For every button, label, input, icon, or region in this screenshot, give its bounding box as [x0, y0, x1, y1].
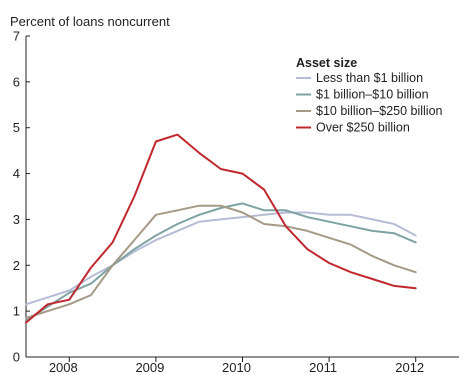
y-axis-label: Percent of loans noncurrent — [10, 14, 170, 29]
legend: Asset size Less than $1 billion $1 billio… — [296, 56, 443, 135]
y-axis-label-group: Percent of loans noncurrent — [10, 14, 170, 29]
legend-label-over-250-billion: Over $250 billion — [316, 121, 410, 135]
series-layer — [25, 133, 417, 324]
legend-label-1-billion-10-billion: $1 billion–$10 billion — [316, 88, 429, 102]
x-tick-label: 2008 — [49, 360, 78, 375]
y-tick-label: 5 — [13, 120, 20, 135]
series-line-1-billion-10-billion — [25, 202, 417, 322]
x-tick-label: 2012 — [395, 360, 424, 375]
series-line-10-billion-250-billion — [25, 204, 417, 319]
x-tick-label: 2009 — [135, 360, 164, 375]
y-tick-label: 0 — [13, 350, 20, 365]
y-tick-label: 7 — [13, 29, 20, 44]
x-axis: 2008 2009 2010 2011 2012 — [26, 356, 459, 375]
legend-label-less-than-1-billion: Less than $1 billion — [316, 71, 423, 85]
legend-label-10-billion-250-billion: $10 billion–$250 billion — [316, 104, 443, 118]
x-tick-label: 2010 — [222, 360, 251, 375]
legend-title: Asset size — [296, 56, 357, 70]
series-line-less-than-1-billion — [25, 211, 417, 306]
x-tick-label: 2011 — [309, 360, 337, 375]
series-line-over-250-billion — [25, 133, 417, 324]
legend-items: Less than $1 billion $1 billion–$10 billi… — [296, 71, 443, 135]
y-tick-label: 1 — [13, 304, 20, 319]
y-tick-label: 3 — [13, 212, 20, 227]
y-tick-label: 4 — [13, 166, 20, 181]
y-tick-label: 2 — [13, 258, 20, 273]
y-tick-label: 6 — [13, 74, 20, 89]
y-axis: 0 1 2 3 4 5 6 7 — [13, 29, 30, 365]
